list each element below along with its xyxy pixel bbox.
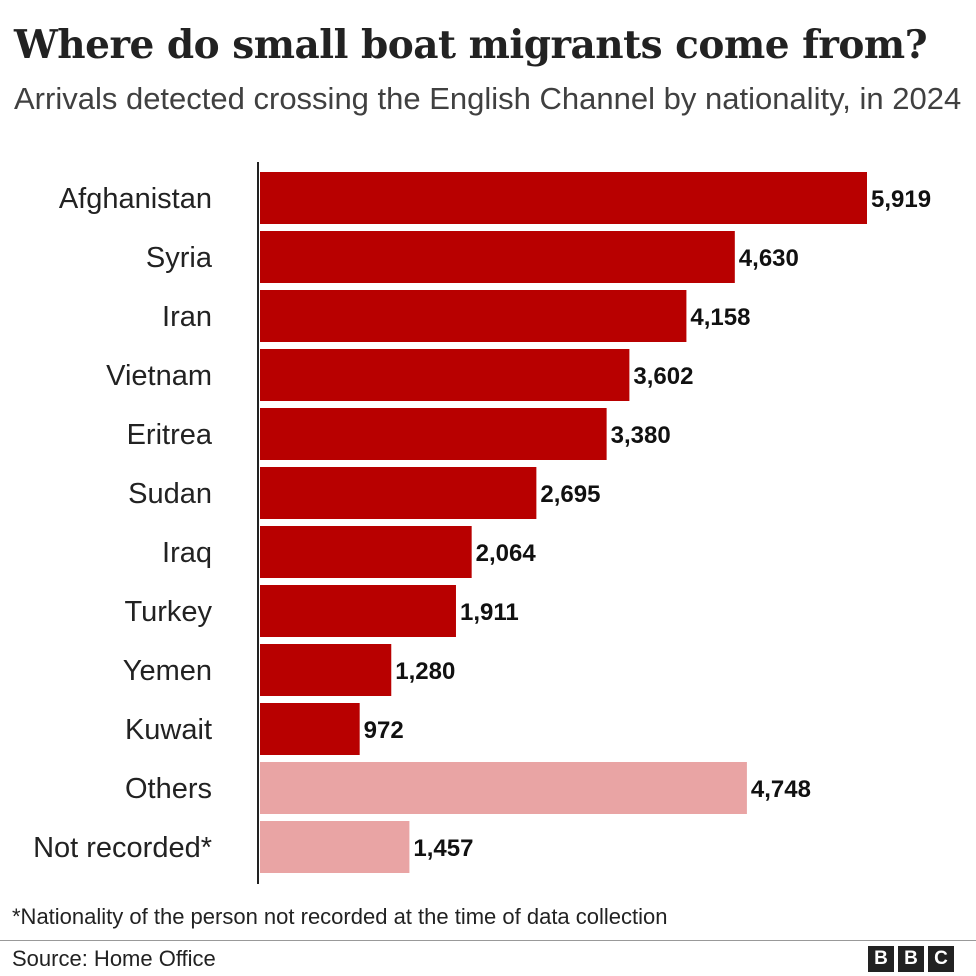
bar: [260, 231, 735, 283]
logo-letter: B: [898, 946, 924, 972]
value-label: 4,158: [690, 304, 750, 331]
category-label: Iraq: [162, 537, 212, 569]
value-label: 4,748: [751, 776, 811, 803]
category-label: Iran: [162, 301, 212, 333]
bar-chart: Afghanistan 5,919 Syria 4,630 Iran 4,158 Vietn…: [33, 162, 931, 884]
category-label: Vietnam: [106, 360, 212, 392]
footnote: *Nationality of the person not recorded …: [12, 904, 668, 929]
bar: [260, 526, 472, 578]
bar: [260, 585, 456, 637]
value-label: 972: [364, 717, 404, 744]
bar: [260, 467, 537, 519]
chart-subtitle: Arrivals detected crossing the English C…: [14, 81, 962, 116]
category-label: Kuwait: [125, 714, 212, 746]
logo-letter: B: [868, 946, 894, 972]
category-label: Afghanistan: [59, 183, 212, 215]
value-label: 1,911: [460, 599, 519, 626]
bar: [260, 290, 687, 342]
category-label: Not recorded*: [33, 832, 212, 864]
category-label: Sudan: [128, 478, 212, 510]
value-label: 3,602: [633, 363, 693, 390]
value-label: 5,919: [871, 186, 931, 213]
bar: [260, 349, 630, 401]
bar: [260, 821, 410, 873]
value-label: 2,064: [476, 540, 537, 567]
logo-letter: C: [928, 946, 954, 972]
value-label: 1,457: [413, 835, 473, 862]
bar: [260, 644, 392, 696]
bar: [260, 703, 360, 755]
source-note: Source: Home Office: [12, 946, 216, 971]
category-label: Turkey: [124, 596, 212, 628]
bbc-logo: B B C: [868, 946, 954, 972]
bar: [260, 172, 867, 224]
category-label: Yemen: [123, 655, 212, 687]
chart-title: Where do small boat migrants come from?: [14, 22, 928, 68]
category-label: Syria: [146, 242, 213, 274]
category-label: Others: [125, 773, 212, 805]
value-label: 2,695: [540, 481, 600, 508]
bar: [260, 762, 747, 814]
value-label: 4,630: [739, 245, 799, 272]
value-label: 3,380: [611, 422, 671, 449]
footer-divider: [0, 940, 976, 941]
value-label: 1,280: [395, 658, 455, 685]
category-label: Eritrea: [127, 419, 213, 451]
bar: [260, 408, 607, 460]
